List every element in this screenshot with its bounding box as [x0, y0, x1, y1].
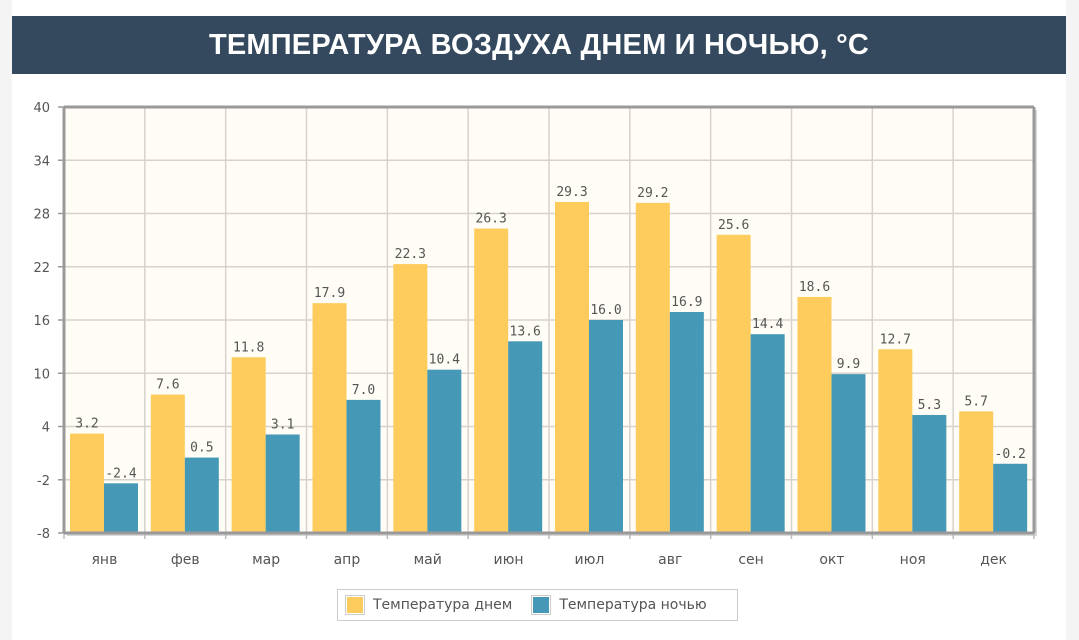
legend-item-day[interactable]: Температура днем [345, 595, 512, 615]
x-tick-label: мар [252, 552, 280, 568]
bar-night [831, 374, 866, 533]
bar-night [265, 434, 300, 533]
bar-night [184, 457, 219, 533]
bar-night [104, 483, 138, 533]
data-label: 5.7 [964, 394, 987, 409]
bar-day [635, 202, 670, 533]
bar-day [231, 357, 266, 533]
data-label: 29.3 [556, 185, 587, 200]
data-label: 16.0 [590, 303, 621, 318]
data-label: 5.3 [918, 398, 941, 413]
bar-night [346, 399, 381, 533]
data-label: 16.9 [671, 295, 702, 310]
x-tick-label: июн [494, 552, 524, 568]
data-label: 7.6 [156, 378, 179, 393]
data-label: 3.1 [271, 417, 294, 432]
legend: Температура днем Температура ночью [337, 589, 738, 621]
data-label: 14.4 [752, 317, 783, 332]
bar-day [70, 433, 104, 533]
chart-title: ТЕМПЕРАТУРА ВОЗДУХА ДНЕМ И НОЧЬЮ, °C [208, 28, 870, 61]
bar-day [797, 296, 832, 533]
bar-day [716, 234, 751, 534]
data-label: 7.0 [352, 383, 375, 398]
bar-day [878, 349, 913, 533]
x-tick-label: окт [819, 552, 844, 568]
legend-label-night: Температура ночью [559, 597, 707, 613]
x-tick-label: фев [171, 552, 200, 568]
data-label: 25.6 [718, 218, 749, 233]
legend-label-day: Температура днем [373, 597, 513, 613]
bar-night [669, 312, 704, 533]
bar-night [912, 414, 947, 533]
data-label: 10.4 [429, 353, 460, 368]
x-tick-label: май [414, 552, 442, 568]
y-tick-label: 34 [33, 154, 50, 169]
bar-night [427, 369, 462, 533]
legend-swatch-night [531, 595, 552, 615]
legend-item-night[interactable]: Температура ночью [531, 595, 707, 615]
x-tick-label: авг [658, 552, 682, 568]
y-tick-label: 40 [33, 101, 50, 116]
y-tick-label: 28 [33, 208, 50, 223]
x-tick-label: апр [334, 552, 361, 568]
bar-night [750, 334, 785, 533]
data-label: 12.7 [880, 332, 911, 347]
y-tick-label: 22 [33, 261, 50, 276]
data-label: 29.2 [637, 186, 668, 201]
chart-header: ТЕМПЕРАТУРА ВОЗДУХА ДНЕМ И НОЧЬЮ, °C [12, 16, 1066, 74]
data-label: 3.2 [75, 417, 98, 432]
legend-swatch-day [345, 595, 365, 615]
data-label: -0.2 [995, 447, 1026, 462]
data-label: 11.8 [233, 340, 264, 355]
y-tick-label: -2 [37, 474, 50, 489]
data-label: 18.6 [799, 280, 830, 295]
bar-night [589, 320, 623, 533]
data-label: -2.4 [105, 466, 136, 481]
bar-day [555, 201, 589, 533]
x-tick-label: ноя [900, 552, 926, 568]
data-label: 22.3 [395, 247, 426, 262]
bar-night [993, 463, 1028, 533]
data-label: 0.5 [190, 441, 213, 456]
bar-day [393, 264, 428, 533]
x-tick-label: янв [92, 552, 118, 568]
x-tick-label: июл [574, 552, 604, 568]
y-tick-label: 16 [33, 314, 50, 329]
bar-night [508, 341, 543, 533]
bar-day [150, 394, 185, 533]
x-tick-label: дек [980, 552, 1007, 568]
y-tick-label: 10 [33, 367, 50, 382]
x-tick-label: сен [738, 552, 763, 568]
y-tick-label: 4 [42, 421, 50, 436]
data-label: 26.3 [476, 212, 507, 227]
data-label: 9.9 [837, 357, 860, 372]
data-label: 17.9 [314, 286, 345, 301]
data-label: 13.6 [510, 324, 541, 339]
y-tick-label: -8 [37, 527, 50, 542]
bar-day [474, 228, 509, 533]
bar-day [312, 303, 347, 533]
bar-day [959, 411, 994, 533]
